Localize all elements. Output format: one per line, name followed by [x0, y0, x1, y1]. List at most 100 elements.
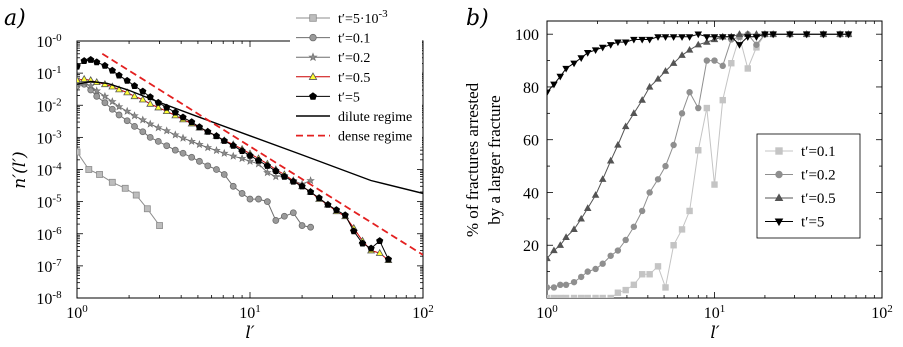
data-point-b [654, 263, 662, 270]
data-point-b [670, 242, 677, 249]
data-point-a [139, 128, 147, 136]
data-point-b [621, 39, 630, 47]
y-axis-title-b-line2: by a larger fracture [485, 95, 504, 224]
data-point-a [131, 122, 138, 130]
data-point-b [744, 34, 752, 41]
data-point-b [630, 223, 638, 230]
data-point-b [638, 207, 646, 215]
data-point-a [246, 195, 254, 203]
data-point-a [162, 126, 171, 135]
data-point-b [556, 241, 565, 248]
data-point-b [598, 175, 607, 182]
y-tick-label-a: 10-2 [36, 96, 61, 115]
legend-label-a: t′=0.5 [338, 71, 370, 86]
data-point-b [654, 34, 662, 41]
data-point-a [146, 133, 154, 141]
data-point-a [238, 190, 246, 197]
data-point-b [703, 104, 711, 112]
x-tick-label-b: 101 [704, 303, 726, 322]
data-point-b [621, 122, 630, 130]
data-point-b [592, 265, 599, 273]
data-point-b [836, 31, 844, 39]
data-point-a [324, 200, 332, 208]
x-tick-label-b: 102 [871, 303, 893, 322]
x-tick-label-b: 100 [536, 303, 558, 322]
data-point-a [123, 117, 131, 125]
data-point-a [272, 217, 280, 224]
data-point-b [711, 57, 718, 64]
data-point-b [645, 82, 654, 90]
data-point-a [171, 108, 179, 116]
data-point-a [298, 182, 306, 190]
data-point-b [703, 34, 711, 41]
data-point-a [178, 133, 188, 142]
data-point-a [139, 87, 147, 95]
x-axis-title-b: l′ [710, 323, 719, 343]
data-point-a [188, 118, 196, 126]
data-point-b [550, 294, 558, 298]
data-point-a [195, 123, 204, 131]
y-tick-label-a: 10-0 [36, 32, 62, 51]
data-point-b [547, 294, 551, 298]
data-point-b [802, 31, 811, 39]
y-tick-label-a: 10-5 [36, 193, 62, 212]
y-tick-label-b: 20 [523, 238, 539, 255]
data-point-a [115, 111, 123, 119]
data-point-a [246, 151, 254, 159]
data-point-b [695, 147, 702, 154]
panel-a: 100 101 102 10-8 10-7 10-6 10-5 10-4 10-3 10-2 10-… [4, 6, 434, 343]
data-point-b [654, 75, 662, 82]
legend-marker-b [775, 147, 783, 155]
data-point-a [115, 85, 124, 93]
y-tick-label-b: 40 [523, 185, 539, 202]
y-tick-label-b: 100 [515, 27, 539, 44]
data-point-b [661, 34, 670, 41]
data-point-a [306, 176, 315, 185]
data-point-a [101, 61, 109, 69]
data-point-b [614, 247, 622, 254]
data-point-a [375, 248, 384, 256]
data-point-a [213, 166, 220, 173]
data-point-b [577, 294, 585, 298]
data-point-b [570, 225, 578, 233]
legend-label-a: dense regime [338, 130, 412, 145]
data-point-b [719, 96, 726, 104]
data-point-a [298, 222, 306, 229]
data-point-a [229, 141, 237, 149]
data-point-b [584, 268, 591, 275]
data-point-a [228, 151, 238, 160]
data-point-b [694, 40, 703, 48]
data-point-b [591, 191, 600, 198]
legend-marker-a [309, 14, 317, 22]
data-point-a [108, 66, 116, 74]
data-point-b [761, 31, 769, 39]
data-point-a [220, 171, 228, 178]
series-line-a [101, 53, 423, 256]
data-point-a [138, 115, 148, 124]
data-point-b [662, 284, 669, 291]
data-point-a [154, 123, 163, 132]
data-point-b [630, 281, 638, 289]
y-tick-label-a: 10-4 [36, 161, 62, 180]
data-point-a [245, 156, 255, 165]
data-point-a [171, 130, 180, 139]
data-point-b [678, 226, 686, 233]
data-point-a [163, 142, 171, 150]
data-point-a [188, 153, 196, 161]
data-point-b [670, 141, 677, 149]
data-point-b [592, 294, 599, 298]
data-point-b [606, 42, 615, 49]
data-point-a [280, 172, 288, 180]
data-point-a [289, 209, 297, 217]
data-point-a [272, 167, 280, 175]
data-point-b [735, 30, 744, 37]
data-point-b [645, 36, 654, 44]
legend-label-a: t′=0.1 [338, 32, 370, 47]
data-point-b [685, 34, 694, 41]
data-point-b [661, 67, 670, 74]
data-point-a [77, 148, 81, 156]
legend-marker-a [309, 92, 317, 100]
data-point-a [162, 106, 171, 115]
data-point-b [686, 89, 693, 96]
data-point-b [599, 260, 606, 267]
